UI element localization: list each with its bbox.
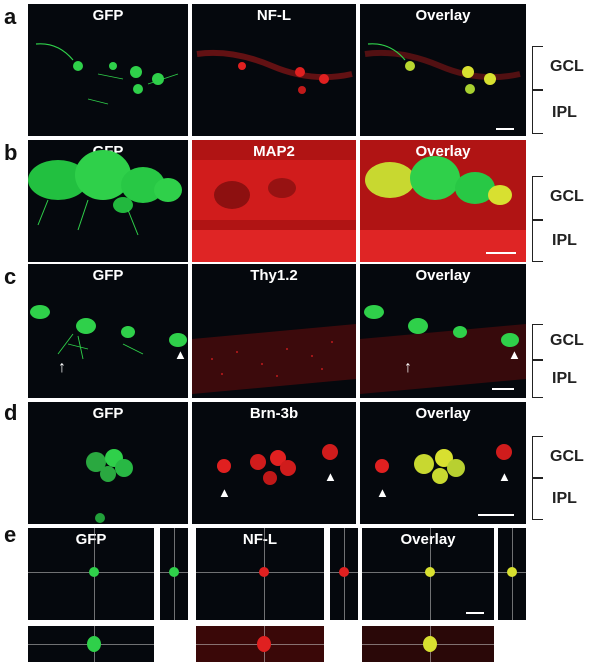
row-letter-e: e [4,522,17,547]
overlay-image [364,43,521,94]
scale-bar [492,388,514,390]
gcl-label-d: GCL [550,448,584,465]
panel-label: Overlay [400,531,456,548]
panel-label: GFP [92,267,124,284]
scale-bar [478,514,514,516]
gfp-cell [169,567,179,577]
gcl-label-c: GCL [550,332,584,349]
panel-label: MAP2 [253,143,295,160]
ipl-bracket-b [532,220,543,262]
ipl-bracket-a [532,90,543,134]
overlay-image [360,305,526,394]
panel-label: Thy1.2 [250,267,298,284]
panel-label: Overlay [415,143,471,160]
ipl-label-d: IPL [552,490,577,507]
panel-e-overlay: Overlay [362,528,494,620]
gcl-bracket-c [532,324,543,360]
nfl-stain-image [196,49,353,94]
panel-label: GFP [92,405,124,422]
panel-label: GFP [75,531,107,548]
panel-b-map2: MAP2 [192,140,356,262]
overlay-cell [507,567,517,577]
ipl-bracket-d [532,478,543,520]
overlay-cell [423,636,437,652]
arrowhead-icon: ▲ [174,347,187,362]
thy12-stain-image [192,324,356,394]
nfl-cell [339,567,349,577]
scale-bar [486,252,516,254]
arrowhead-icon: ▲ [324,469,337,484]
panel-label: Overlay [415,405,471,422]
scale-bar [496,128,514,130]
row-letter-c: c [4,264,17,289]
gcl-label-a: GCL [550,58,584,75]
nfl-cell [259,567,269,577]
panel-e-nfl: NF-L [196,528,324,620]
map2-stain-image [192,160,356,262]
overlay-image [360,156,526,262]
panel-c-overlay: Overlay ↑ ▲ [360,264,526,398]
panel-d-brn3b: Brn-3b ▲ ▲ [192,402,356,524]
gcl-bracket-b [532,176,543,220]
panel-label: Overlay [415,7,471,24]
panel-e-gfp-side [160,528,188,620]
gfp-cells-image [86,449,133,523]
arrowhead-icon: ▲ [218,485,231,500]
scale-bar [466,612,484,614]
brn3b-stain-image [217,444,338,485]
panel-e-overlay-side [498,528,526,620]
panel-label: NF-L [242,531,278,548]
panel-a-nfl: NF-L [192,4,356,136]
panel-e-nfl-side [330,528,358,620]
panel-e-gfp-bottom [28,626,154,662]
row-letter-a: a [4,4,17,29]
panel-a-gfp: GFP [28,4,188,136]
arrowhead-icon: ▲ [508,347,521,362]
panel-e-gfp: GFP [28,528,154,620]
ipl-label-b: IPL [552,232,577,249]
panel-c-thy12: Thy1.2 [192,264,356,398]
arrowhead-icon: ▲ [498,469,511,484]
gcl-bracket-d [532,436,543,478]
nfl-cell [257,636,271,652]
panel-e-nfl-bottom [196,626,324,662]
arrow-icon: ↑ [404,359,412,376]
panel-label: Brn-3b [249,405,299,422]
overlay-image [375,444,512,484]
panel-d-gfp: GFP [28,402,188,524]
row-letter-b: b [4,140,18,165]
ipl-label-a: IPL [552,104,577,121]
panel-label: NF-L [256,7,292,24]
ipl-bracket-c [532,360,543,398]
panel-c-gfp: GFP ↑ ▲ [28,264,188,398]
gfp-cells-image [28,150,182,236]
ipl-label-c: IPL [552,370,577,387]
row-letter-d: d [4,400,18,425]
gfp-cells-image [35,43,179,105]
gfp-cell [87,636,101,652]
gfp-cell [89,567,99,577]
arrowhead-icon: ▲ [376,485,389,500]
arrow-icon: ↑ [58,359,66,376]
panel-label: GFP [92,7,124,24]
gcl-label-b: GCL [550,188,584,205]
gfp-cells-image [30,305,187,360]
panel-a-overlay: Overlay [360,4,526,136]
panel-e-overlay-bottom [362,626,494,662]
panel-label: Overlay [415,267,471,284]
panel-d-overlay: Overlay ▲ ▲ [360,402,526,524]
overlay-cell [425,567,435,577]
panel-b-overlay: Overlay [360,140,526,262]
gcl-bracket-a [532,46,543,90]
panel-b-gfp: GFP [28,140,188,262]
